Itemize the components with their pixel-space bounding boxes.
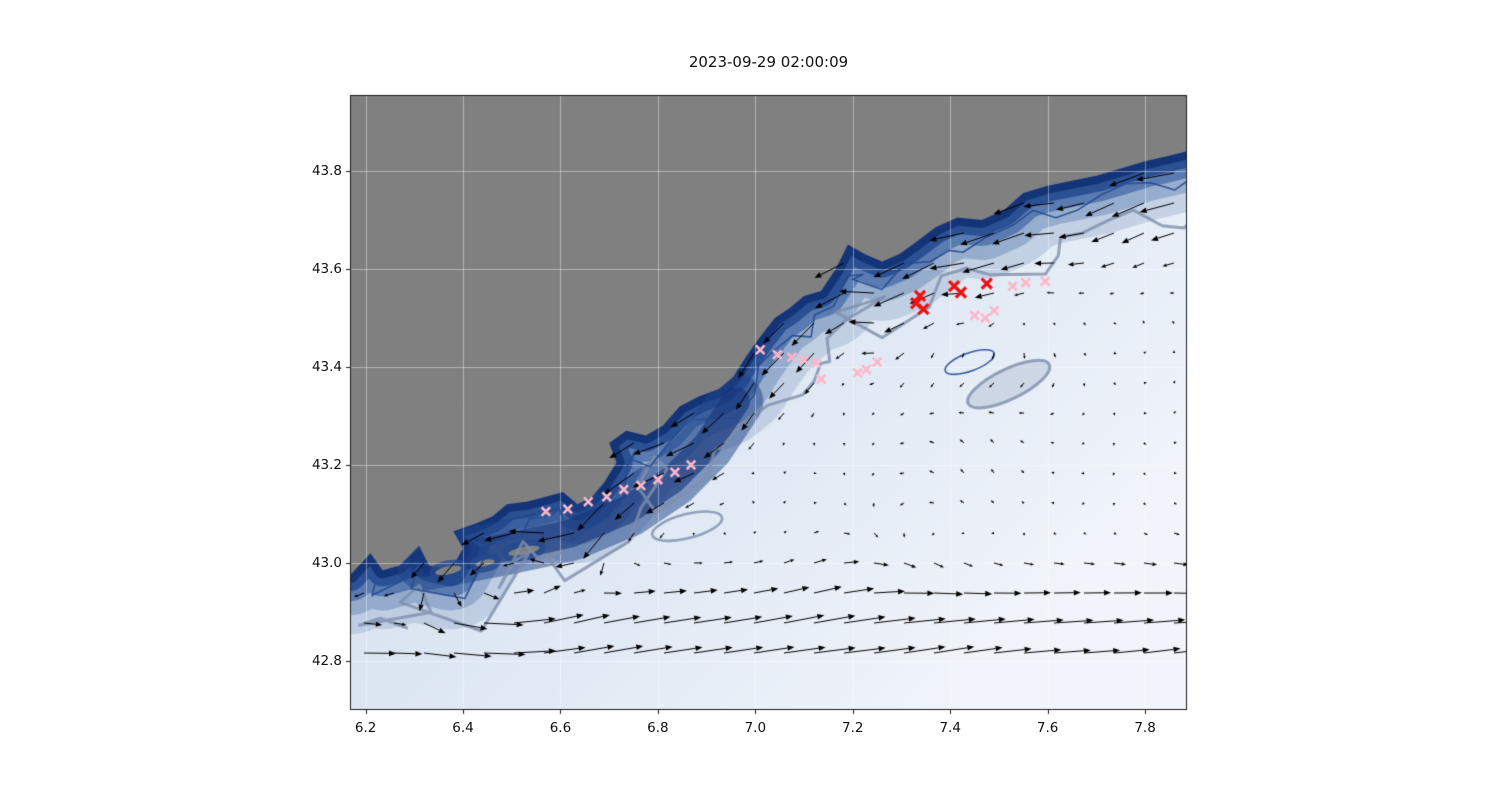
y-tick-label: 43.0 bbox=[311, 554, 342, 571]
x-tick-label: 7.8 bbox=[1134, 720, 1156, 736]
y-tick-label: 42.8 bbox=[311, 652, 342, 669]
x-tick-label: 6.8 bbox=[647, 720, 669, 736]
y-tick-label: 43.6 bbox=[311, 260, 342, 277]
plot-title: 2023-09-29 02:00:09 bbox=[688, 53, 849, 71]
y-tick-label: 43.2 bbox=[311, 456, 342, 473]
y-tick-label: 43.8 bbox=[311, 162, 342, 179]
x-tick-label: 7.2 bbox=[842, 720, 864, 736]
x-tick-label: 7.6 bbox=[1036, 720, 1059, 736]
x-tick-label: 6.2 bbox=[354, 720, 377, 736]
x-tick-label: 7.0 bbox=[744, 720, 767, 736]
x-tick-label: 6.4 bbox=[452, 720, 474, 736]
y-tick-label: 43.4 bbox=[311, 358, 342, 375]
x-tick-label: 7.4 bbox=[939, 720, 961, 736]
x-tick-label: 6.6 bbox=[549, 720, 572, 736]
